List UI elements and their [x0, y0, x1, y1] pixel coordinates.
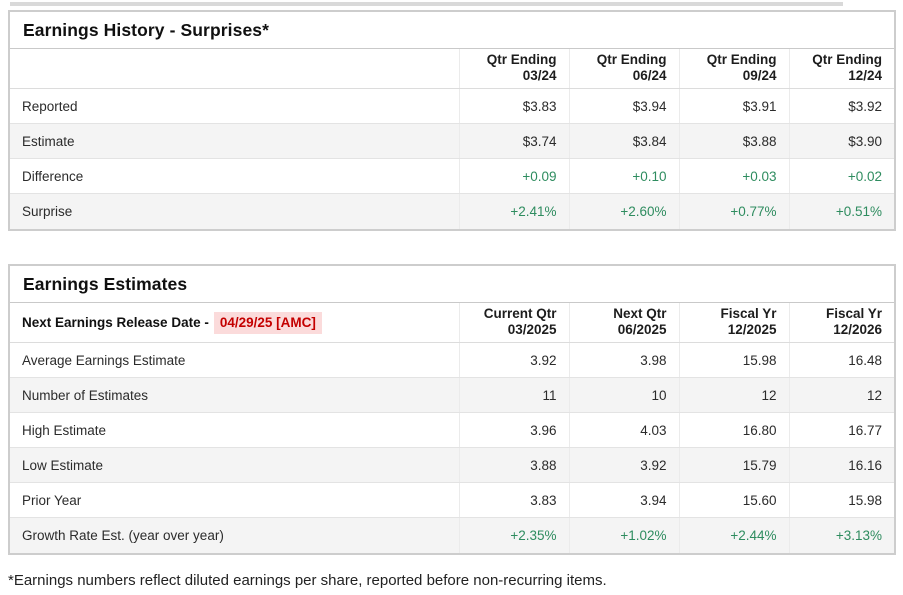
table-row: Reported $3.83 $3.94 $3.91 $3.92 [10, 88, 894, 124]
cell-value: +0.02 [788, 158, 894, 194]
table-row: Prior Year 3.83 3.94 15.60 15.98 [10, 482, 894, 518]
table-row: Growth Rate Est. (year over year) +2.35% +… [10, 517, 894, 553]
column-header: Fiscal Yr 12/2025 [678, 303, 789, 343]
cell-value: 3.92 [568, 447, 679, 483]
earnings-estimates-title: Earnings Estimates [10, 266, 894, 303]
cell-value: $3.84 [568, 123, 679, 159]
cell-value: +2.44% [678, 517, 789, 553]
cell-value: 4.03 [568, 412, 679, 448]
row-label: Low Estimate [10, 447, 459, 483]
cell-value: 3.83 [458, 482, 569, 518]
cell-value: 16.80 [678, 412, 789, 448]
column-header: Qtr Ending 12/24 [788, 49, 894, 89]
cell-value: 16.77 [788, 412, 894, 448]
cell-value: +1.02% [568, 517, 679, 553]
row-label: Difference [10, 158, 459, 194]
table-row: High Estimate 3.96 4.03 16.80 16.77 [10, 412, 894, 448]
cell-value: +0.10 [568, 158, 679, 194]
cell-value: +3.13% [788, 517, 894, 553]
row-label: Growth Rate Est. (year over year) [10, 517, 459, 553]
cell-value: 16.16 [788, 447, 894, 483]
cell-value: $3.88 [678, 123, 789, 159]
cell-value: +2.60% [568, 193, 679, 229]
cell-value: 3.98 [568, 342, 679, 378]
release-date-label: Next Earnings Release Date - [22, 315, 209, 330]
cell-value: 3.92 [458, 342, 569, 378]
cell-value: $3.90 [788, 123, 894, 159]
table-row: Low Estimate 3.88 3.92 15.79 16.16 [10, 447, 894, 483]
top-divider-remnant [10, 2, 843, 6]
cell-value: 15.79 [678, 447, 789, 483]
row-label: Surprise [10, 193, 459, 229]
column-header: Qtr Ending 06/24 [568, 49, 679, 89]
row-label: Number of Estimates [10, 377, 459, 413]
earnings-history-title: Earnings History - Surprises* [10, 12, 894, 49]
column-header: Fiscal Yr 12/2026 [788, 303, 894, 343]
cell-value: 15.98 [678, 342, 789, 378]
column-header: Qtr Ending 09/24 [678, 49, 789, 89]
header-empty-cell [10, 49, 459, 89]
cell-value: +2.35% [458, 517, 569, 553]
cell-value: $3.92 [788, 88, 894, 124]
cell-value: 10 [568, 377, 679, 413]
release-date-value: 04/29/25 [AMC] [213, 312, 322, 334]
row-label: High Estimate [10, 412, 459, 448]
cell-value: +0.03 [678, 158, 789, 194]
table-row: Difference +0.09 +0.10 +0.03 +0.02 [10, 158, 894, 194]
cell-value: +0.51% [788, 193, 894, 229]
row-label: Prior Year [10, 482, 459, 518]
cell-value: 3.88 [458, 447, 569, 483]
cell-value: $3.83 [458, 88, 569, 124]
cell-value: 12 [788, 377, 894, 413]
table-row: Average Earnings Estimate 3.92 3.98 15.98 16… [10, 342, 894, 378]
cell-value: 15.98 [788, 482, 894, 518]
earnings-history-table: Qtr Ending 03/24 Qtr Ending 06/24 Qtr Ending… [10, 49, 894, 229]
row-label: Average Earnings Estimate [10, 342, 459, 378]
cell-value: 3.94 [568, 482, 679, 518]
next-earnings-release-cell: Next Earnings Release Date - 04/29/25 [AM… [10, 303, 459, 343]
cell-value: +0.77% [678, 193, 789, 229]
column-header-row: Next Earnings Release Date - 04/29/25 [AM… [10, 303, 894, 343]
earnings-history-card: Earnings History - Surprises* Qtr Ending… [8, 10, 896, 231]
cell-value: 3.96 [458, 412, 569, 448]
cell-value: +2.41% [458, 193, 569, 229]
cell-value: +0.09 [458, 158, 569, 194]
cell-value: $3.74 [458, 123, 569, 159]
table-row: Estimate $3.74 $3.84 $3.88 $3.90 [10, 123, 894, 159]
row-label: Estimate [10, 123, 459, 159]
column-header: Next Qtr 06/2025 [568, 303, 679, 343]
cell-value: 11 [458, 377, 569, 413]
table-row: Number of Estimates 11 10 12 12 [10, 377, 894, 413]
earnings-footnote: *Earnings numbers reflect diluted earnin… [8, 572, 607, 589]
cell-value: $3.94 [568, 88, 679, 124]
earnings-estimates-card: Earnings Estimates Next Earnings Release… [8, 264, 896, 555]
cell-value: $3.91 [678, 88, 789, 124]
cell-value: 12 [678, 377, 789, 413]
row-label: Reported [10, 88, 459, 124]
cell-value: 16.48 [788, 342, 894, 378]
column-header-row: Qtr Ending 03/24 Qtr Ending 06/24 Qtr Ending… [10, 49, 894, 89]
column-header: Current Qtr 03/2025 [458, 303, 569, 343]
cell-value: 15.60 [678, 482, 789, 518]
table-row: Surprise +2.41% +2.60% +0.77% +0.51% [10, 193, 894, 229]
column-header: Qtr Ending 03/24 [458, 49, 569, 89]
earnings-estimates-table: Next Earnings Release Date - 04/29/25 [AM… [10, 303, 894, 553]
